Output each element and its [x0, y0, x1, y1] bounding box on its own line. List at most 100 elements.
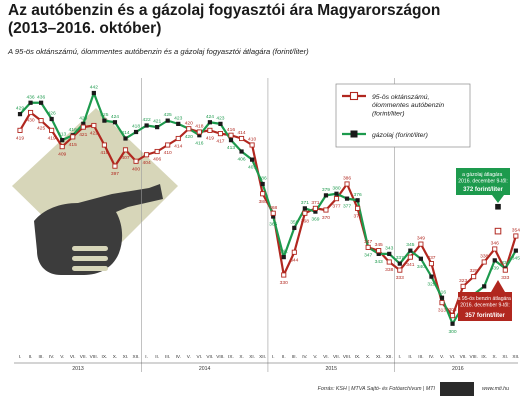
year-label: 2015 — [325, 366, 337, 372]
data-point-petrol — [312, 205, 318, 211]
data-point-petrol — [418, 241, 424, 247]
data-point-diesel — [133, 129, 139, 135]
data-label-petrol: 338 — [385, 267, 393, 273]
data-point-diesel — [281, 255, 286, 260]
x-axis: I. II. III. IV. V. VI. VII. VIII. IX. X. XI. XII. I.… — [14, 354, 519, 372]
data-label-diesel: 406 — [237, 157, 245, 163]
x-tick-label: IV. — [49, 354, 54, 359]
legend-diesel-marker — [350, 130, 358, 138]
data-point-petrol — [101, 142, 107, 148]
data-label-petrol: 371 — [354, 213, 362, 219]
data-label-diesel: 416 — [69, 127, 77, 133]
data-label-petrol: 406 — [153, 157, 161, 163]
x-tick-label: IV. — [302, 354, 307, 359]
x-tick-label: II. — [408, 354, 412, 359]
forecast-marker-diesel — [495, 203, 501, 210]
data-label-petrol: 341 — [406, 262, 414, 268]
data-point-diesel — [492, 258, 497, 263]
data-label-diesel: 380 — [332, 185, 340, 191]
data-point-diesel — [155, 125, 160, 130]
data-label-diesel: 423 — [216, 115, 224, 121]
x-tick-label: VII. — [80, 354, 87, 359]
x-tick-label: XI. — [123, 354, 129, 359]
forecast-markers — [494, 203, 502, 235]
data-point-petrol — [144, 152, 150, 158]
source-url: www.mti.hu — [482, 386, 510, 392]
data-point-diesel — [397, 261, 402, 266]
x-tick-label: I. — [398, 354, 401, 359]
x-tick-label: XI. — [376, 354, 382, 359]
data-point-petrol — [217, 131, 224, 137]
year-label: 2016 — [452, 366, 464, 372]
data-label-petrol: 386 — [343, 176, 351, 182]
x-tick-label: IX. — [481, 354, 487, 359]
svg-text:357 forint/liter: 357 forint/liter — [465, 313, 505, 319]
data-point-diesel — [39, 100, 44, 105]
year-label: 2013 — [72, 366, 84, 372]
data-label-petrol: 371 — [311, 200, 319, 206]
data-point-diesel — [355, 198, 360, 203]
data-label-petrol: 344 — [290, 257, 298, 263]
fuel-nozzle-icon — [12, 108, 178, 275]
data-label-diesel: 300 — [448, 329, 456, 335]
data-label-diesel: 416 — [195, 140, 203, 146]
data-label-petrol: 416 — [227, 127, 235, 133]
data-point-petrol — [281, 272, 287, 278]
data-label-diesel: 436 — [26, 94, 34, 100]
x-tick-label: VIII. — [469, 354, 477, 359]
data-point-petrol — [91, 122, 97, 129]
data-label-petrol: 333 — [396, 275, 404, 281]
data-label-diesel: 343 — [375, 259, 383, 265]
data-point-petrol — [228, 132, 234, 138]
data-label-petrol: 368 — [301, 218, 309, 224]
data-point-petrol — [481, 259, 487, 265]
x-tick-label: XII. — [512, 354, 519, 359]
data-label-diesel: 379 — [322, 187, 330, 193]
data-label-petrol: 422 — [90, 131, 98, 137]
data-label-petrol: 410 — [164, 150, 172, 156]
legend-box — [335, 83, 471, 148]
x-tick-label: X. — [239, 354, 243, 359]
chart-subtitle: A 95-ös oktánszámú, ólommentes autóbenzi… — [8, 47, 309, 56]
x-tick-label: VII. — [333, 354, 340, 359]
data-point-petrol — [207, 127, 213, 133]
data-point-diesel — [376, 251, 381, 256]
x-tick-label: VII. — [206, 354, 213, 359]
x-tick-label: IV. — [429, 354, 434, 359]
data-point-petrol — [407, 254, 413, 260]
data-label-petrol: 305 — [448, 307, 456, 313]
callout-petrol: a 95-ös benzin átlagára 2016. december 9… — [458, 280, 512, 321]
data-label-petrol: 419 — [48, 135, 56, 141]
data-point-diesel — [144, 123, 149, 128]
data-point-petrol — [333, 196, 340, 202]
data-point-diesel — [323, 193, 329, 198]
legend-petrol-label: 95-ös oktánszámú, ólommentes autóbenzin … — [372, 94, 446, 117]
data-label-petrol: 330 — [280, 280, 288, 286]
data-point-petrol — [471, 274, 477, 280]
data-point-diesel — [260, 181, 265, 187]
data-point-petrol — [386, 259, 392, 265]
data-labels: 4194294304364254364194264094134154164214… — [16, 85, 520, 335]
data-label-diesel: 414 — [121, 130, 129, 136]
x-tick-label: VIII. — [343, 354, 351, 359]
data-point-petrol — [492, 246, 498, 252]
data-point-diesel — [28, 100, 33, 105]
data-point-petrol — [397, 267, 403, 273]
data-label-diesel: 426 — [48, 111, 56, 117]
data-label-petrol: 418 — [195, 124, 203, 130]
x-tick-label: V. — [313, 354, 317, 359]
data-label-petrol: 425 — [37, 126, 45, 132]
x-tick-label: VIII. — [90, 354, 98, 359]
data-label-diesel: 413 — [58, 132, 66, 138]
data-label-diesel: 425 — [164, 112, 172, 118]
mti-logo — [440, 382, 474, 396]
x-tick-label: IX. — [102, 354, 108, 359]
data-label-diesel: 369 — [311, 217, 319, 223]
data-point-petrol — [291, 249, 297, 255]
data-label-diesel: 339 — [491, 265, 499, 271]
data-point-diesel — [292, 225, 297, 230]
x-tick-label: III. — [38, 354, 43, 359]
x-tick-label: X. — [493, 354, 497, 359]
